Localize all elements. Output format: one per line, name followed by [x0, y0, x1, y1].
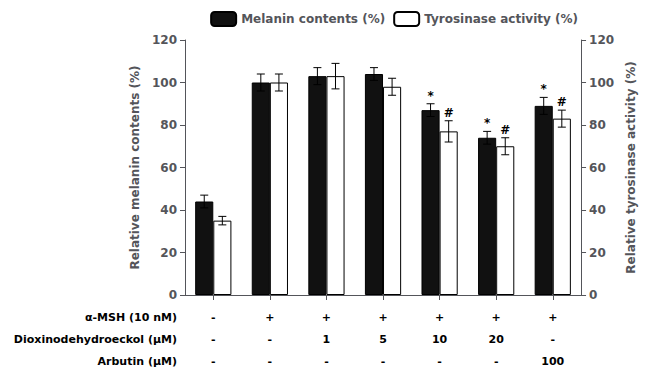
svg-text:Arbutin (μM): Arbutin (μM) [98, 355, 177, 368]
svg-text:-: - [211, 311, 216, 324]
svg-text:-: - [381, 355, 386, 368]
svg-text:-: - [268, 355, 273, 368]
svg-text:-: - [268, 333, 273, 346]
svg-text:+: + [265, 311, 274, 324]
svg-text:60: 60 [160, 161, 177, 175]
svg-text:20: 20 [589, 246, 606, 260]
svg-text:+: + [435, 311, 444, 324]
svg-text:5: 5 [379, 333, 387, 346]
svg-text:+: + [378, 311, 387, 324]
svg-text:+: + [548, 311, 557, 324]
svg-text:1: 1 [323, 333, 331, 346]
svg-text:60: 60 [589, 161, 606, 175]
svg-text:40: 40 [589, 203, 606, 217]
svg-text:Relative tyrosinase activity (: Relative tyrosinase activity (%) [624, 61, 638, 273]
svg-text:-: - [324, 355, 329, 368]
svg-text:*: * [541, 82, 548, 96]
svg-text:*: * [427, 89, 434, 103]
svg-text:120: 120 [152, 33, 177, 47]
svg-text:-: - [550, 333, 555, 346]
svg-text:10: 10 [432, 333, 448, 346]
svg-text:Dioxinodehydroeckol (μM): Dioxinodehydroeckol (μM) [14, 333, 177, 346]
svg-text:0: 0 [169, 288, 177, 302]
svg-text:-: - [211, 355, 216, 368]
svg-text:100: 100 [152, 76, 177, 90]
svg-text:0: 0 [589, 288, 597, 302]
svg-text:20: 20 [160, 246, 177, 260]
svg-text:#: # [444, 106, 454, 120]
svg-text:20: 20 [489, 333, 505, 346]
svg-text:#: # [557, 95, 567, 109]
svg-text:α-MSH (10 nM): α-MSH (10 nM) [85, 311, 177, 324]
svg-text:*: * [484, 116, 491, 130]
svg-text:100: 100 [541, 355, 564, 368]
svg-text:80: 80 [589, 118, 606, 132]
svg-text:+: + [322, 311, 331, 324]
svg-text:Relative melanin contents (%): Relative melanin contents (%) [128, 65, 142, 269]
svg-text:Tyrosinase activity (%): Tyrosinase activity (%) [424, 12, 578, 26]
svg-text:-: - [437, 355, 442, 368]
svg-text:40: 40 [160, 203, 177, 217]
svg-text:80: 80 [160, 118, 177, 132]
svg-text:-: - [494, 355, 499, 368]
svg-text:Melanin contents (%): Melanin contents (%) [241, 12, 385, 26]
svg-text:-: - [211, 333, 216, 346]
svg-text:+: + [492, 311, 501, 324]
svg-text:#: # [500, 123, 510, 137]
svg-text:120: 120 [589, 33, 614, 47]
svg-text:100: 100 [589, 76, 614, 90]
